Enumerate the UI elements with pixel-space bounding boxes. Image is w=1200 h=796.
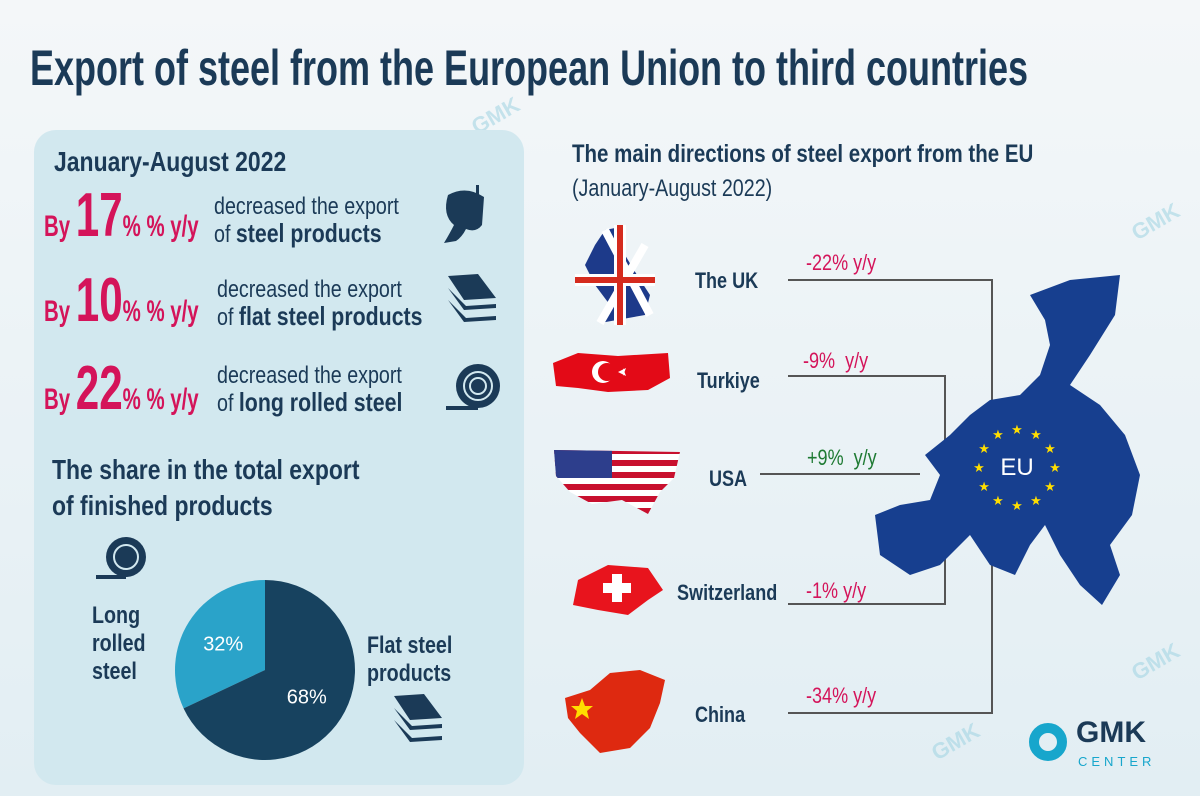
country-turkiye: Turkiye [697,368,760,393]
eu-star-icon: ★ [1049,460,1061,475]
country-uk: The UK [695,268,759,293]
eu-star-icon: ★ [1044,441,1056,456]
country-switzerland: Switzerland [677,580,778,605]
turkiye-flag-map-icon [553,353,670,392]
stat-desc-prefix: of [217,304,234,331]
stat-desc: decreased the export [214,193,399,220]
change-switzerland: -1% y/y [806,578,867,603]
stat-value: 22 [75,354,123,423]
change-usa: +9% y/y [807,445,877,470]
china-flag-map-icon [565,670,665,753]
pie-label: 68% [287,687,327,709]
stat-row: By 22% % y/y decreased the export of long… [44,358,514,428]
logo-subtext: CENTER [1078,754,1156,769]
pie-slice-long-rolled [175,580,265,709]
arrow-uk [788,279,993,401]
usa-flag-map-icon [554,450,680,514]
eu-star-icon: ★ [978,479,990,494]
watermark: GMK [926,717,984,766]
country-usa: USA [709,466,748,491]
country-china: China [695,702,746,727]
steel-sheets-icon [394,694,442,742]
directions-subtitle: (January-August 2022) [572,175,773,202]
legend-flat-steel: Flat steel products [367,632,453,687]
uk-flag-map-icon [575,225,655,325]
eu-label: EU [1000,454,1033,481]
eu-star-icon: ★ [1030,427,1042,442]
switzerland-flag-map-icon [573,565,663,615]
stat-product: long rolled steel [238,387,403,417]
stat-desc: decreased the export [217,362,402,389]
steel-coil-icon [446,364,500,410]
stat-desc-prefix: of [217,390,234,417]
stat-suffix: % % y/y [122,210,199,243]
steel-sheets-icon [448,274,496,322]
eu-star-icon: ★ [992,493,1004,508]
eu-star-icon: ★ [973,460,985,475]
stat-prefix: By [44,383,71,416]
stat-suffix: % % y/y [122,295,199,328]
arrow-switzerland [788,548,946,605]
ladle-icon [444,185,484,243]
steel-coil-icon [96,537,146,579]
stat-value: 10 [75,266,123,335]
arrow-turkiye [788,375,946,455]
change-uk: -22% y/y [806,250,877,275]
stat-product: steel products [235,218,382,248]
eu-star-icon: ★ [1044,479,1056,494]
eu-star-icon: ★ [1011,422,1023,437]
stat-desc: decreased the export [217,276,402,303]
change-china: -34% y/y [806,683,877,708]
eu-star-icon: ★ [1011,498,1023,513]
arrow-china [788,548,993,714]
stat-product: flat steel products [238,301,423,331]
eu-star-icon: ★ [978,441,990,456]
watermark: GMK [1126,197,1184,246]
eu-star-icon: ★ [1030,493,1042,508]
stat-suffix: % % y/y [122,383,199,416]
eu-star-icon: ★ [992,427,1004,442]
share-title: The share in the total export of finished… [52,454,360,521]
stat-prefix: By [44,210,71,243]
watermark: GMK [1126,637,1184,686]
pie-slice-flat-steel [183,580,355,760]
stat-prefix: By [44,295,71,328]
stat-value: 17 [75,181,123,250]
logo-text: GMK [1076,716,1146,749]
stat-row: By 17% % y/y decreased the export of stee… [44,185,514,255]
stat-row: By 10% % y/y decreased the export of flat… [44,270,514,340]
change-turkiye: -9% y/y [803,348,869,373]
pie-chart: 32% 68% [175,580,355,760]
period-heading: January-August 2022 [54,146,287,177]
stat-desc-prefix: of [214,221,231,248]
gmk-logo [1028,722,1068,767]
directions-title: The main directions of steel export from… [572,140,1034,168]
arrow-usa [760,473,920,475]
gmk-logo-icon [1029,723,1067,761]
eu-map: EU ★ ★★★★★★★★★★★ [875,275,1140,605]
legend-long-rolled: Long rolled steel [92,602,146,685]
pie-label: 32% [203,633,243,655]
page-title: Export of steel from the European Union … [30,40,1029,96]
